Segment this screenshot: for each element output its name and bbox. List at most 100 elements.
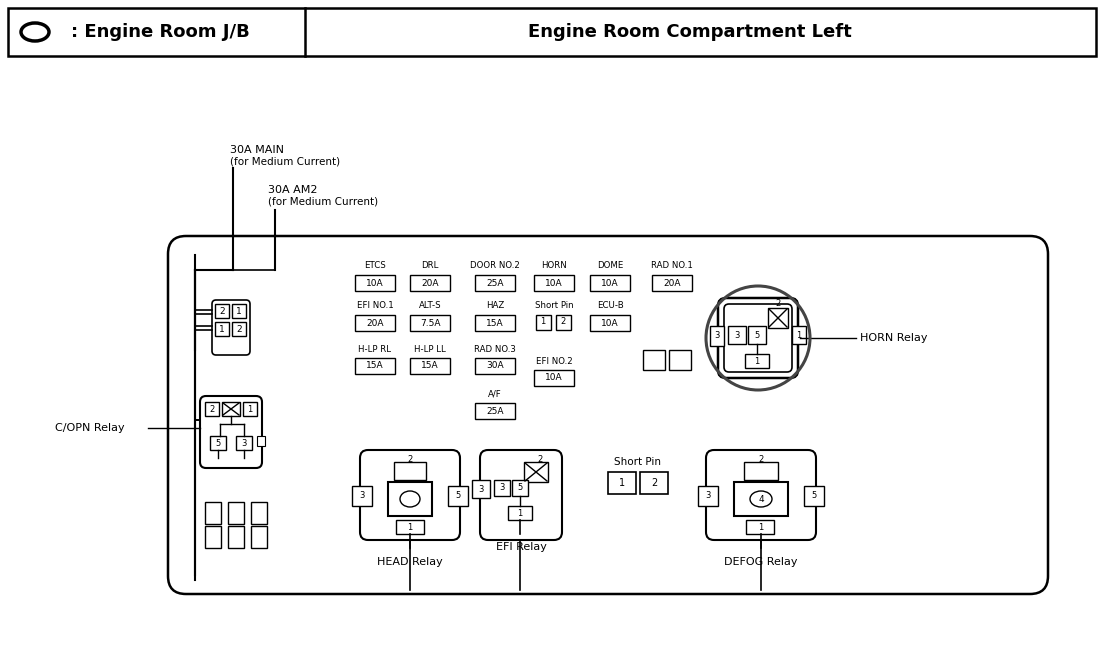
- Bar: [475, 403, 514, 419]
- Bar: [229, 526, 244, 548]
- Bar: [388, 482, 432, 516]
- Bar: [222, 402, 240, 416]
- Text: DRL: DRL: [422, 261, 438, 270]
- Text: 2: 2: [220, 307, 225, 315]
- Bar: [652, 275, 692, 291]
- Bar: [493, 480, 510, 496]
- Bar: [257, 436, 265, 446]
- Text: : Engine Room J/B: : Engine Room J/B: [71, 23, 250, 41]
- Bar: [728, 326, 746, 344]
- Bar: [475, 358, 514, 374]
- Text: Short Pin: Short Pin: [615, 457, 661, 467]
- Text: DOOR NO.2: DOOR NO.2: [470, 261, 520, 270]
- Text: 2: 2: [407, 454, 413, 463]
- Text: (for Medium Current): (for Medium Current): [268, 197, 379, 207]
- Bar: [744, 462, 778, 480]
- Text: RAD NO.1: RAD NO.1: [651, 261, 693, 270]
- Bar: [804, 486, 824, 506]
- Text: 3: 3: [478, 484, 484, 493]
- Text: 3: 3: [499, 484, 505, 493]
- Text: 3: 3: [359, 491, 364, 500]
- Text: 2: 2: [210, 404, 214, 413]
- Bar: [448, 486, 468, 506]
- Bar: [232, 304, 246, 318]
- Bar: [205, 502, 221, 524]
- Bar: [669, 350, 691, 370]
- Text: HORN: HORN: [541, 261, 566, 270]
- Text: ALT-S: ALT-S: [418, 302, 442, 311]
- Bar: [698, 486, 718, 506]
- Text: H-LP LL: H-LP LL: [414, 344, 446, 354]
- Text: EFI NO.2: EFI NO.2: [535, 356, 572, 365]
- Text: DOME: DOME: [597, 261, 623, 270]
- Bar: [215, 304, 229, 318]
- Bar: [236, 436, 252, 450]
- Text: 30A AM2: 30A AM2: [268, 185, 318, 195]
- Text: 3: 3: [714, 332, 720, 341]
- Text: 3: 3: [705, 491, 711, 500]
- Text: 5: 5: [754, 330, 760, 339]
- Text: 15A: 15A: [367, 361, 384, 370]
- Bar: [475, 315, 514, 331]
- FancyBboxPatch shape: [480, 450, 562, 540]
- Bar: [792, 326, 806, 344]
- Bar: [745, 354, 769, 368]
- Bar: [394, 462, 426, 480]
- Bar: [749, 326, 766, 344]
- Text: Short Pin: Short Pin: [534, 300, 573, 309]
- Text: ECU-B: ECU-B: [596, 302, 624, 311]
- Bar: [215, 322, 229, 336]
- Ellipse shape: [21, 23, 49, 41]
- FancyBboxPatch shape: [200, 396, 262, 468]
- Text: 30A MAIN: 30A MAIN: [230, 145, 284, 155]
- Text: HAZ: HAZ: [486, 302, 505, 311]
- FancyBboxPatch shape: [212, 300, 250, 355]
- Bar: [352, 486, 372, 506]
- Text: 3: 3: [242, 439, 246, 447]
- Text: 1: 1: [796, 330, 802, 339]
- Text: 2: 2: [758, 454, 764, 463]
- Bar: [396, 520, 424, 534]
- Text: 1: 1: [754, 356, 760, 365]
- Bar: [534, 275, 574, 291]
- Text: 2: 2: [651, 478, 657, 488]
- Text: C/OPN Relay: C/OPN Relay: [55, 423, 125, 433]
- Text: 1: 1: [219, 324, 225, 333]
- Text: 1: 1: [758, 523, 764, 532]
- Text: 1: 1: [236, 307, 242, 315]
- FancyBboxPatch shape: [724, 304, 792, 372]
- Bar: [534, 370, 574, 386]
- Text: 20A: 20A: [422, 278, 438, 287]
- Text: HORN Relay: HORN Relay: [860, 333, 927, 343]
- Bar: [410, 275, 450, 291]
- Text: 10A: 10A: [602, 278, 619, 287]
- Text: 2: 2: [538, 454, 543, 463]
- Text: 10A: 10A: [545, 278, 563, 287]
- Bar: [205, 402, 219, 416]
- FancyBboxPatch shape: [705, 450, 816, 540]
- Text: 2: 2: [236, 324, 242, 333]
- Text: 10A: 10A: [545, 374, 563, 382]
- Text: RAD NO.3: RAD NO.3: [474, 344, 516, 354]
- Text: H-LP RL: H-LP RL: [359, 344, 392, 354]
- Bar: [508, 506, 532, 520]
- Bar: [410, 315, 450, 331]
- Text: 15A: 15A: [422, 361, 438, 370]
- Bar: [475, 275, 514, 291]
- Ellipse shape: [400, 491, 420, 507]
- Text: A/F: A/F: [488, 389, 502, 398]
- Ellipse shape: [750, 491, 772, 507]
- Text: 7.5A: 7.5A: [420, 318, 440, 328]
- Text: 2: 2: [775, 300, 781, 309]
- Text: 10A: 10A: [367, 278, 384, 287]
- Text: 30A: 30A: [486, 361, 503, 370]
- Bar: [210, 436, 226, 450]
- Text: 3: 3: [734, 330, 740, 339]
- Text: 5: 5: [811, 491, 817, 500]
- Bar: [232, 322, 246, 336]
- Text: 10A: 10A: [602, 318, 619, 328]
- Text: 15A: 15A: [486, 318, 503, 328]
- Bar: [734, 482, 788, 516]
- Bar: [537, 315, 551, 330]
- Bar: [243, 402, 257, 416]
